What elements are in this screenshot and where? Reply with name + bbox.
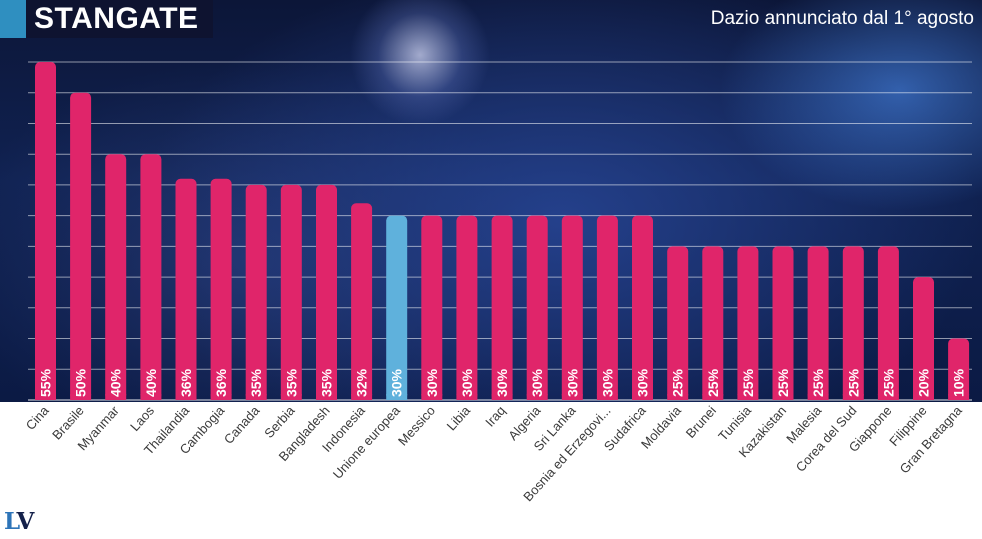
value-label: 30%: [599, 368, 615, 397]
bar-base: [526, 394, 548, 400]
bars: [35, 62, 970, 400]
value-label: 25%: [705, 368, 721, 397]
bar-base: [667, 394, 689, 400]
value-label: 30%: [564, 368, 580, 397]
bar-base: [175, 394, 197, 400]
bar-canada: [245, 184, 267, 400]
bar-serbia: [280, 184, 302, 400]
bar-base: [70, 394, 92, 400]
bar-corea-del-sud: [842, 246, 864, 400]
value-label: 30%: [424, 368, 440, 397]
chart-subtitle: Dazio annunciato dal 1° agosto: [710, 8, 974, 29]
bar-unione-europea: [386, 215, 408, 400]
value-label: 36%: [178, 368, 194, 397]
bar-bosnia-ed-erzegovi: [596, 215, 618, 400]
bar-base: [842, 394, 864, 400]
value-label: 32%: [354, 368, 370, 397]
value-label: 35%: [319, 368, 335, 397]
bar-base: [561, 394, 583, 400]
value-label: 40%: [143, 368, 159, 397]
bar-myanmar: [105, 154, 127, 400]
bar-base: [245, 394, 267, 400]
value-label: 40%: [108, 368, 124, 397]
bar-base: [210, 394, 232, 400]
bar-base: [35, 394, 56, 400]
bar-base: [948, 394, 970, 400]
value-label: 20%: [916, 368, 932, 397]
bar-thailandia: [175, 178, 197, 400]
category-label: Laos: [127, 403, 157, 434]
category-label: Libia: [444, 402, 474, 433]
value-label: 30%: [635, 368, 651, 397]
bar-base: [140, 394, 162, 400]
bar-messico: [421, 215, 443, 400]
title-accent-marker: [0, 0, 26, 38]
category-label: Iraq: [482, 403, 508, 430]
bar-base: [807, 394, 829, 400]
bar-sri-lanka: [561, 215, 583, 400]
value-label: 10%: [951, 368, 967, 397]
value-label: 25%: [845, 368, 861, 397]
publisher-logo: LV: [4, 508, 34, 535]
category-label: Canada: [221, 402, 263, 446]
bar-base: [351, 394, 373, 400]
value-label: 36%: [213, 368, 229, 397]
value-label: 55%: [38, 368, 54, 397]
bar-base: [913, 394, 934, 400]
bar-base: [737, 394, 759, 400]
bar-cambogia: [210, 178, 232, 400]
bar-base: [456, 394, 478, 400]
bar-brunei: [702, 246, 724, 400]
bar-base: [702, 394, 724, 400]
bar-base: [316, 394, 337, 400]
bar-iraq: [491, 215, 513, 400]
bar-base: [105, 394, 127, 400]
bar-giappone: [877, 246, 899, 400]
bar-base: [632, 394, 653, 400]
bar-base: [386, 394, 408, 400]
value-label: 50%: [73, 368, 89, 397]
bar-kazakistan: [772, 246, 794, 400]
value-label: 35%: [248, 368, 264, 397]
value-label: 25%: [880, 368, 896, 397]
value-labels: 55% 50% 40% 40% 36% 36% 35% 35% 35% 32% 30% 30% 30% 3…: [38, 368, 967, 397]
bar-cina: [35, 62, 56, 400]
category-label: Brunei: [683, 403, 719, 441]
bar-moldavia: [667, 246, 689, 400]
bar-base: [280, 394, 302, 400]
bar-sudafrica: [632, 215, 653, 400]
bar-malesia: [807, 246, 829, 400]
value-label: 30%: [459, 368, 475, 397]
bar-tunisia: [737, 246, 759, 400]
bar-libia: [456, 215, 478, 400]
bar-base: [877, 394, 899, 400]
value-label: 25%: [810, 368, 826, 397]
bar-base: [772, 394, 794, 400]
bar-brasile: [70, 92, 92, 400]
value-label: 30%: [529, 368, 545, 397]
value-label: 30%: [494, 368, 510, 397]
value-label: 30%: [389, 368, 405, 397]
bar-base: [596, 394, 618, 400]
bar-indonesia: [351, 203, 373, 400]
bar-bangladesh: [316, 184, 337, 400]
bar-gran-bretagna: [948, 338, 970, 400]
bar-laos: [140, 154, 162, 400]
value-label: 25%: [775, 368, 791, 397]
category-label: Messico: [395, 403, 438, 448]
category-label: Gran Bretagna: [897, 402, 966, 476]
chart-title: STANGATE: [34, 2, 199, 35]
bar-base: [421, 394, 443, 400]
value-label: 25%: [740, 368, 756, 397]
category-label: Cina: [23, 402, 53, 432]
bar-filippine: [913, 277, 934, 400]
bar-base: [491, 394, 513, 400]
value-label: 35%: [283, 368, 299, 397]
title-box: STANGATE: [26, 0, 213, 38]
value-label: 25%: [670, 368, 686, 397]
bar-algeria: [526, 215, 548, 400]
